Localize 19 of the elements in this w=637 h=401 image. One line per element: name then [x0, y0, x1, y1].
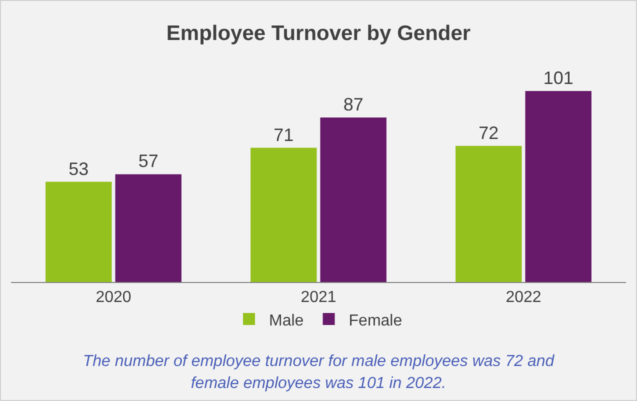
chart-title: Employee Turnover by Gender — [166, 22, 471, 45]
x-tick-label: 2022 — [506, 289, 542, 306]
data-label: 53 — [68, 158, 89, 179]
x-tick-label: 2020 — [96, 289, 132, 306]
bar — [525, 91, 592, 282]
x-tick-label: 2021 — [300, 289, 336, 306]
text: The number of employee turnover for male employees was 72 and female employees was 101 in 2022. — [82, 352, 556, 394]
data-label: 101 — [543, 68, 574, 88]
bar — [46, 182, 112, 282]
data-label: 87 — [343, 94, 364, 115]
data-label: 71 — [274, 124, 294, 145]
bar — [320, 118, 386, 282]
data-label: 72 — [478, 122, 499, 143]
legend-label: Male — [269, 312, 304, 330]
bar — [456, 146, 522, 282]
bar — [115, 174, 182, 282]
bar — [250, 148, 317, 282]
legend-label: Female — [348, 312, 402, 330]
data-label: 57 — [138, 151, 158, 172]
